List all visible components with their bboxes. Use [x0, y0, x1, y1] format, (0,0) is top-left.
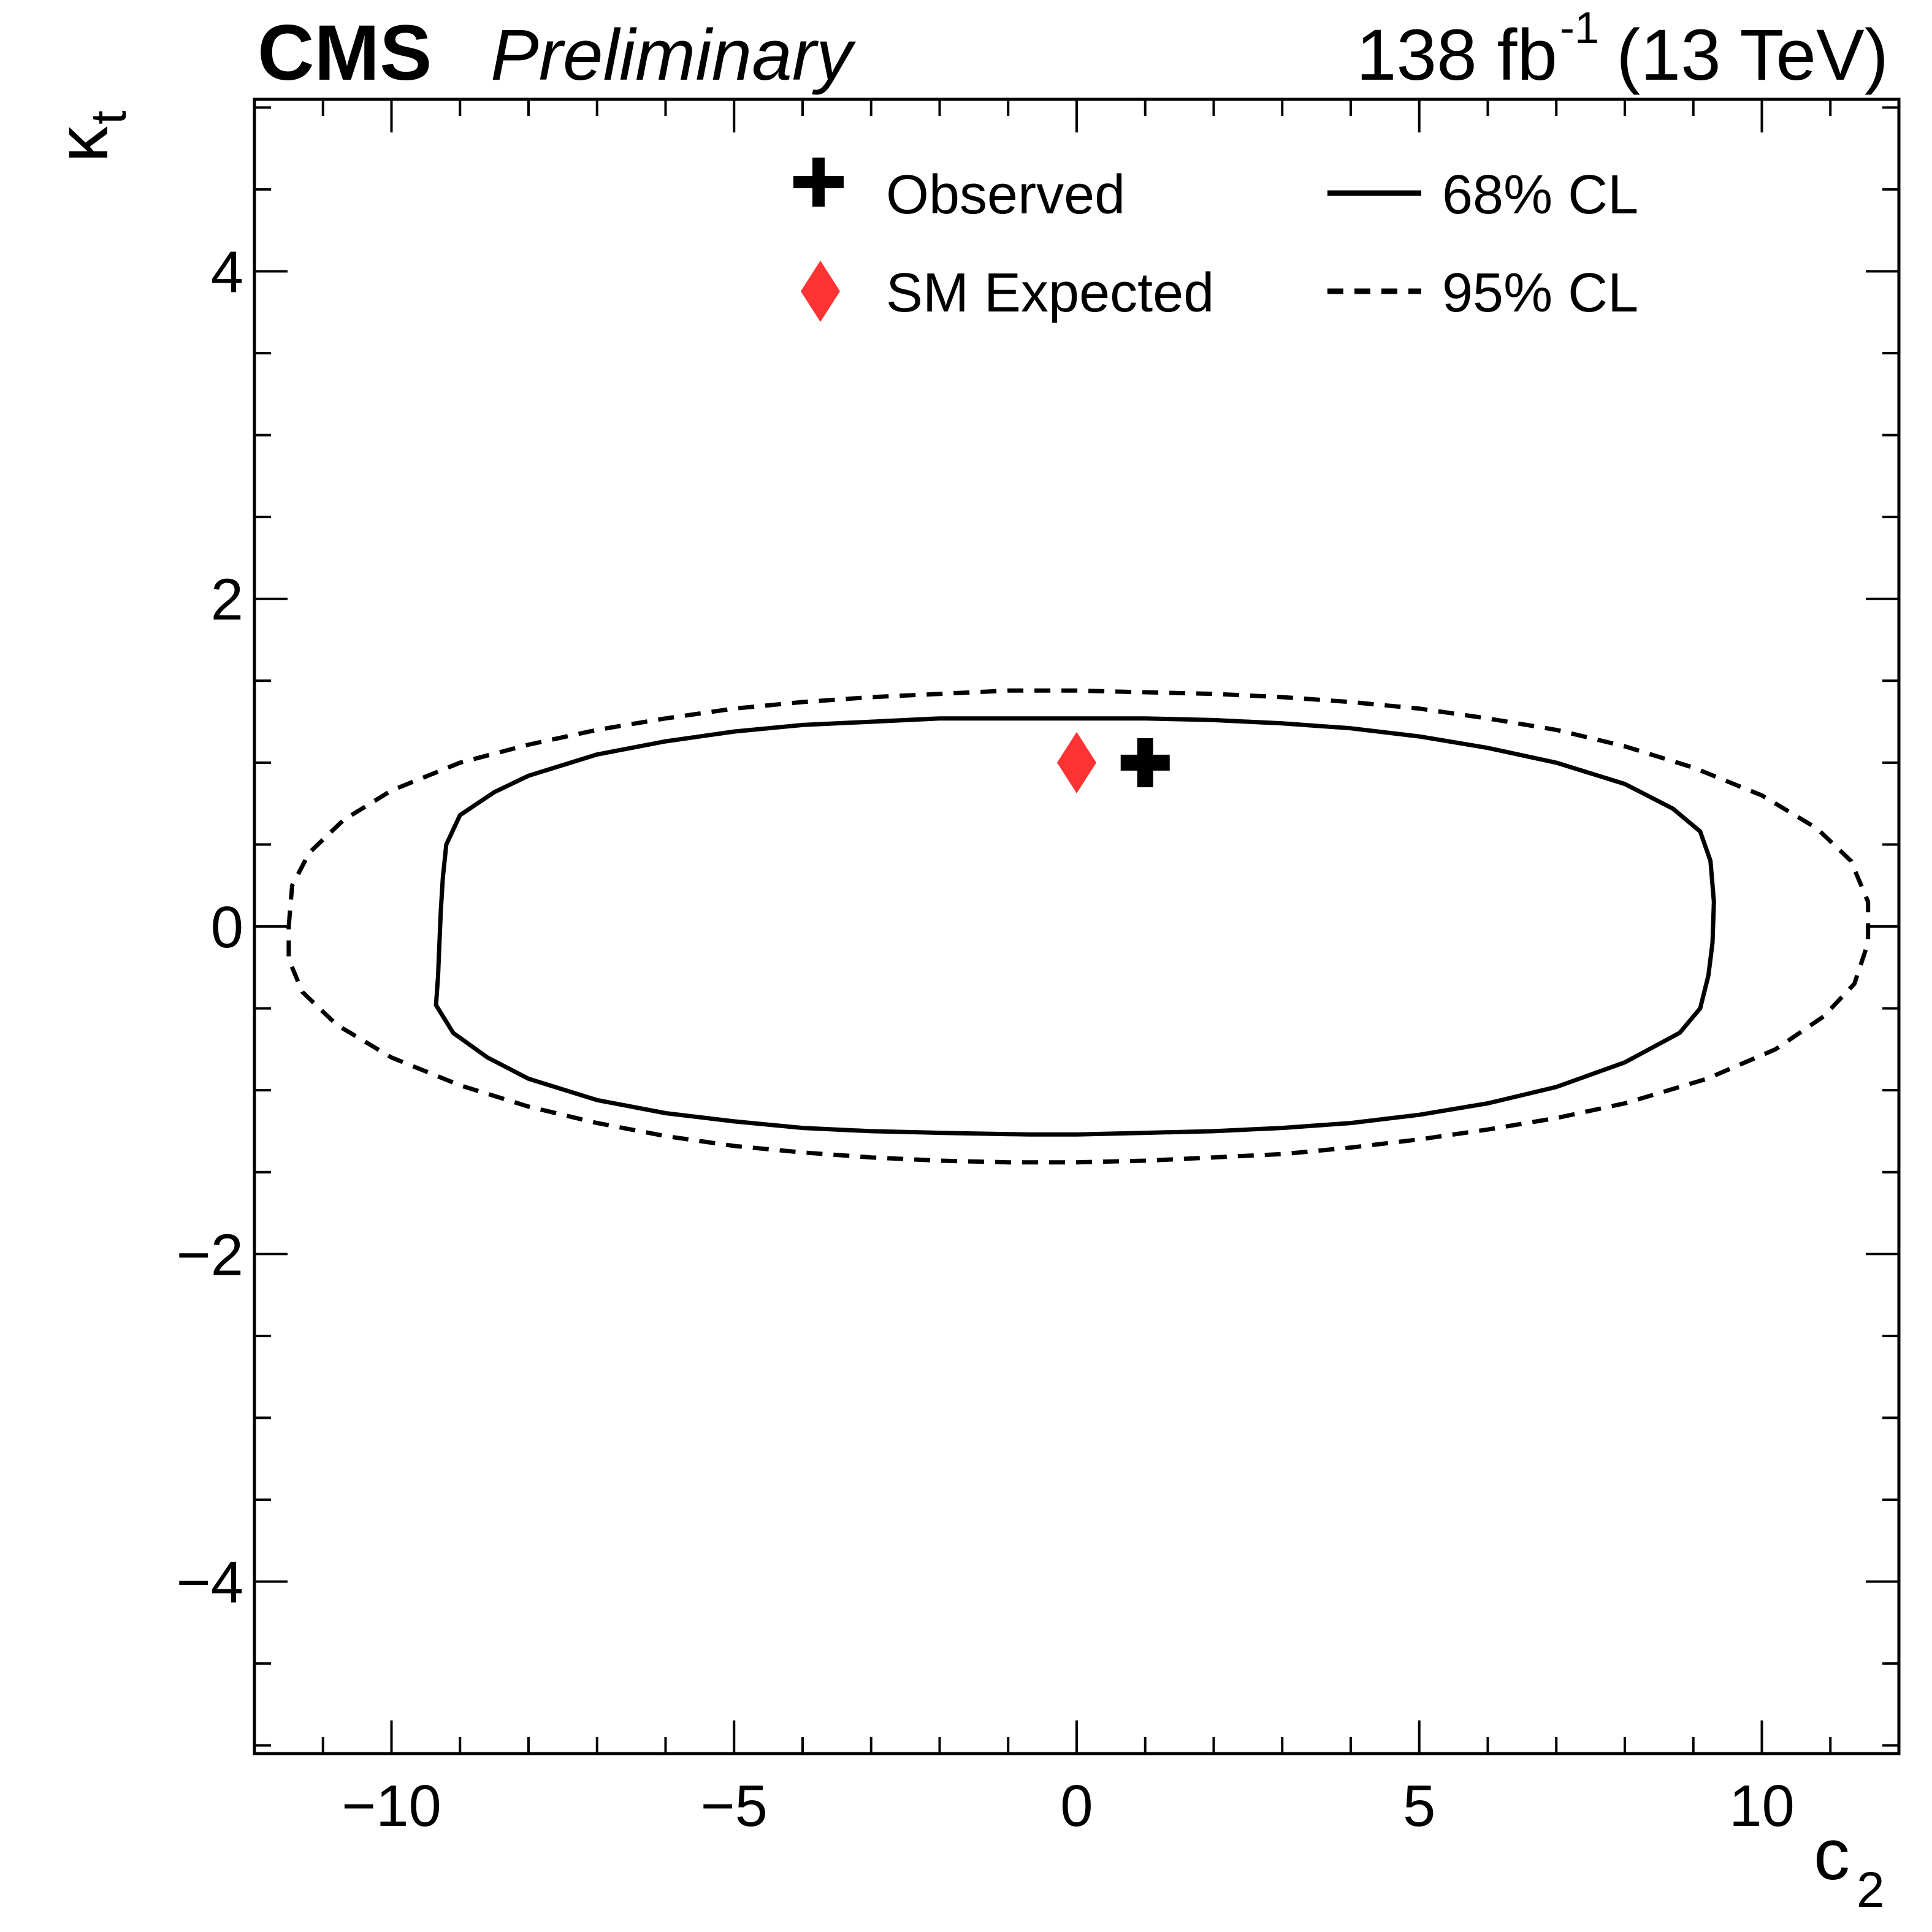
x-tick-label: 5 [1403, 1773, 1435, 1839]
legend-item-observed: Observed [793, 158, 1125, 226]
contours [286, 688, 1871, 1165]
y-tick-label: −2 [177, 1222, 243, 1288]
observed-point [1120, 738, 1170, 787]
y-tick-label: 0 [211, 895, 243, 960]
experiment-label: CMS [258, 9, 432, 97]
x-tick-label: −5 [701, 1773, 768, 1839]
cross-marker-icon [793, 158, 844, 207]
legend-item-sm-expected: SM Expected [801, 261, 1214, 324]
legend-item-95cl: 95% CL [1327, 262, 1638, 324]
y-axis-title-sub: t [81, 110, 137, 124]
lumi-exponent: -1 [1560, 4, 1599, 53]
x-tick-label: −10 [342, 1773, 441, 1839]
x-tick-label: 10 [1729, 1773, 1795, 1839]
x-axis-title: c 2 [1814, 1814, 1885, 1918]
x-tick-label: 0 [1060, 1773, 1093, 1839]
energy-label: (13 TeV) [1616, 15, 1888, 96]
legend-label-68cl: 68% CL [1442, 164, 1638, 226]
x-axis-title-sub: 2 [1857, 1862, 1885, 1918]
contour-68cl [433, 716, 1716, 1137]
legend-label-95cl: 95% CL [1442, 262, 1638, 324]
legend: Observed SM Expected 68% CL 95% CL [793, 158, 1638, 324]
legend-label-observed: Observed [886, 164, 1125, 226]
status-label: Preliminary [491, 15, 856, 96]
y-axis-title: κ t [42, 110, 137, 162]
y-tick-label: 2 [211, 567, 243, 633]
plot-frame [253, 97, 1901, 1755]
x-axis-title-main: c [1814, 1814, 1850, 1895]
lumi-label: 138 fb [1356, 15, 1557, 96]
diamond-marker-icon [801, 261, 840, 322]
best-fit-points [1057, 731, 1170, 793]
legend-item-68cl: 68% CL [1327, 164, 1638, 226]
sm-expected-point [1057, 731, 1096, 793]
contour-95cl [286, 688, 1871, 1165]
y-tick-label: 4 [211, 239, 243, 305]
y-tick-label: −4 [177, 1550, 243, 1616]
y-axis-title-main: κ [42, 126, 123, 162]
axes: −10 −5 0 5 10 −4 −2 0 2 4 [177, 97, 1901, 1839]
legend-label-sm-expected: SM Expected [886, 262, 1214, 324]
